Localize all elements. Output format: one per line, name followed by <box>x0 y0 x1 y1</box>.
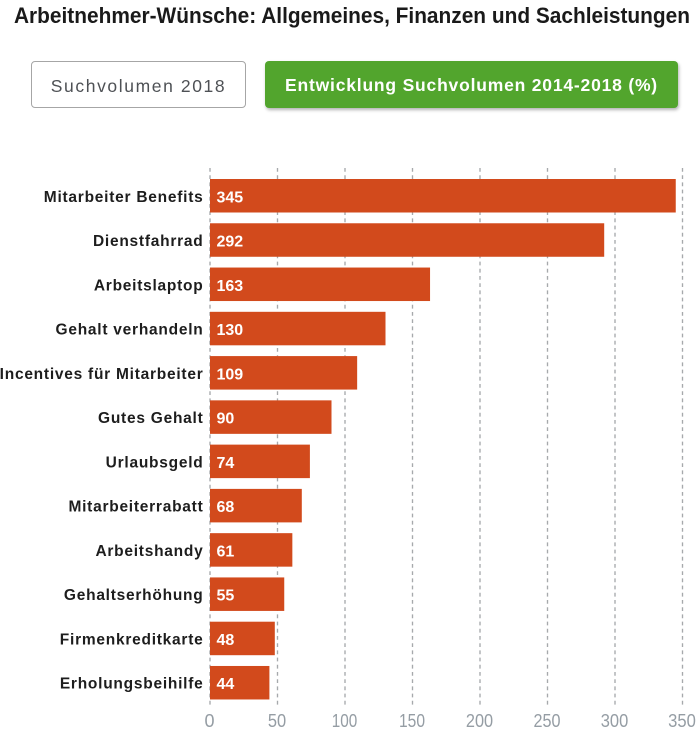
svg-text:50: 50 <box>268 711 286 731</box>
svg-text:Arbeitslaptop: Arbeitslaptop <box>94 277 204 294</box>
svg-text:Gehaltserhöhung: Gehaltserhöhung <box>64 587 204 604</box>
svg-text:Mitarbeiter Benefits: Mitarbeiter Benefits <box>44 189 204 206</box>
svg-text:55: 55 <box>217 588 235 605</box>
svg-text:0: 0 <box>204 711 214 731</box>
svg-text:292: 292 <box>217 234 244 251</box>
svg-text:Urlaubsgeld: Urlaubsgeld <box>106 454 204 471</box>
svg-text:61: 61 <box>217 543 235 560</box>
svg-text:Arbeitshandy: Arbeitshandy <box>95 543 203 560</box>
svg-text:109: 109 <box>217 366 244 383</box>
svg-text:345: 345 <box>217 189 244 206</box>
svg-text:200: 200 <box>466 711 493 731</box>
svg-text:Erholungsbeihilfe: Erholungsbeihilfe <box>60 676 204 693</box>
svg-text:163: 163 <box>217 278 244 295</box>
svg-text:130: 130 <box>217 322 244 339</box>
svg-text:Dienstfahrrad: Dienstfahrrad <box>93 233 204 250</box>
svg-text:100: 100 <box>332 711 358 731</box>
svg-text:74: 74 <box>217 455 235 472</box>
svg-text:Gehalt verhandeln: Gehalt verhandeln <box>56 322 204 339</box>
svg-text:300: 300 <box>601 711 629 731</box>
svg-text:350: 350 <box>668 711 696 731</box>
svg-text:90: 90 <box>217 411 235 428</box>
svg-text:48: 48 <box>217 632 235 649</box>
svg-text:150: 150 <box>399 711 425 731</box>
svg-text:Mitarbeiterrabatt: Mitarbeiterrabatt <box>68 499 203 516</box>
svg-text:68: 68 <box>217 499 235 516</box>
svg-text:250: 250 <box>534 711 561 731</box>
svg-text:44: 44 <box>217 676 235 693</box>
svg-text:Firmenkreditkarte: Firmenkreditkarte <box>60 631 204 648</box>
svg-text:Gutes Gehalt: Gutes Gehalt <box>98 410 203 427</box>
svg-text:Incentives für Mitarbeiter: Incentives für Mitarbeiter <box>0 366 204 383</box>
